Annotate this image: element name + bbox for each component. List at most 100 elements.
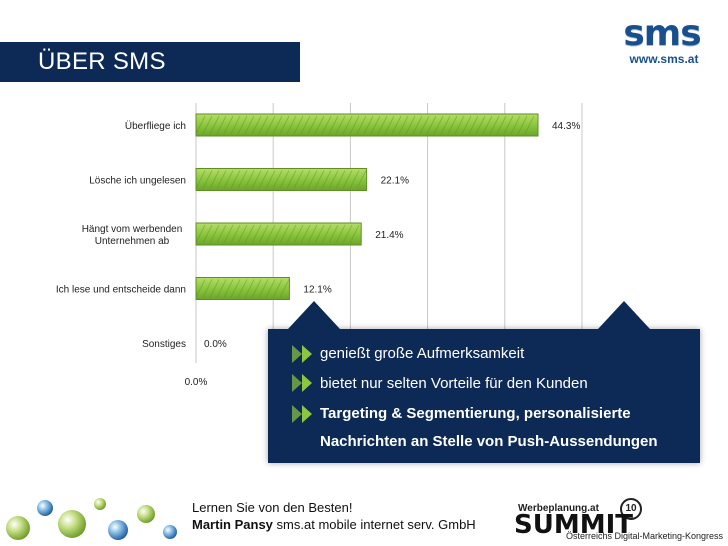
category-label: Hängt vom werbenden Unternehmen ab bbox=[82, 224, 183, 247]
bar-texture bbox=[286, 170, 297, 189]
bar-texture bbox=[202, 115, 213, 135]
bar-texture bbox=[314, 170, 325, 189]
double-arrow-icon bbox=[292, 405, 312, 423]
bar-texture bbox=[307, 224, 318, 244]
bar-texture bbox=[244, 224, 255, 244]
bar-texture bbox=[328, 170, 339, 189]
bar-texture bbox=[265, 170, 276, 189]
bar-texture bbox=[216, 170, 227, 189]
bar-texture bbox=[335, 224, 346, 244]
bar-texture bbox=[496, 115, 507, 135]
bar-texture bbox=[279, 224, 290, 244]
bar-texture bbox=[223, 115, 234, 135]
bar-texture bbox=[286, 115, 297, 135]
bar-texture bbox=[328, 224, 339, 244]
bar-texture bbox=[202, 170, 213, 189]
bar-texture bbox=[293, 170, 304, 189]
bar-texture bbox=[209, 115, 220, 135]
bar bbox=[195, 222, 362, 246]
bar-texture bbox=[209, 170, 220, 189]
bar-texture bbox=[237, 170, 248, 189]
bar-texture bbox=[405, 115, 416, 135]
bar-texture bbox=[258, 115, 269, 135]
bar-texture bbox=[223, 224, 234, 244]
bar-texture bbox=[412, 115, 423, 135]
data-label: 12.1% bbox=[303, 285, 331, 296]
summit-badge: 10 bbox=[620, 498, 642, 520]
bar-texture bbox=[202, 279, 213, 298]
bar-texture bbox=[244, 170, 255, 189]
bar-texture bbox=[454, 115, 465, 135]
speaker-name: Martin Pansy bbox=[192, 517, 273, 532]
bar-texture bbox=[237, 224, 248, 244]
summit-logo-top: Werbeplanung.at bbox=[518, 503, 599, 514]
bar-texture bbox=[342, 115, 353, 135]
bar-texture bbox=[195, 170, 206, 189]
bar-texture bbox=[279, 170, 290, 189]
bar-texture bbox=[286, 224, 297, 244]
bar-texture bbox=[258, 170, 269, 189]
bar-texture bbox=[391, 115, 402, 135]
bar-texture bbox=[370, 115, 381, 135]
double-arrow-icon bbox=[292, 374, 312, 392]
key-point-4: Nachrichten an Stelle von Push-Aussendun… bbox=[320, 433, 658, 450]
bar-texture bbox=[398, 115, 409, 135]
bar-texture bbox=[272, 170, 283, 189]
bar-texture bbox=[216, 224, 227, 244]
key-point-2: bietet nur selten Vorteile für den Kunde… bbox=[320, 375, 588, 392]
box-notch bbox=[598, 301, 650, 329]
bar-texture bbox=[342, 224, 353, 244]
bar-texture bbox=[314, 224, 325, 244]
bar-texture bbox=[279, 115, 290, 135]
bar-texture bbox=[230, 224, 241, 244]
bar-texture bbox=[209, 279, 220, 298]
bar-texture bbox=[349, 115, 360, 135]
bar-texture bbox=[202, 224, 213, 244]
bar-texture bbox=[349, 170, 360, 189]
bar-texture bbox=[265, 279, 276, 298]
bar-texture bbox=[251, 115, 262, 135]
bar-texture bbox=[237, 115, 248, 135]
bar-texture bbox=[195, 224, 206, 244]
bar-texture bbox=[195, 115, 206, 135]
summit-logo-subtitle: Österreichs Digital-Marketing-Kongress bbox=[566, 531, 724, 541]
bar-texture bbox=[272, 224, 283, 244]
bar-texture bbox=[230, 170, 241, 189]
bar-texture bbox=[461, 115, 472, 135]
bar-texture bbox=[384, 115, 395, 135]
bar-texture bbox=[510, 115, 521, 135]
bar-texture bbox=[363, 115, 374, 135]
footer-tagline: Lernen Sie von den Besten! bbox=[192, 500, 353, 515]
x-tick-label: 0.0% bbox=[185, 377, 208, 388]
bar-texture bbox=[468, 115, 479, 135]
bar-texture bbox=[244, 279, 255, 298]
category-label: Sonstiges bbox=[142, 339, 186, 350]
bar-texture bbox=[524, 115, 535, 135]
bar-texture bbox=[300, 224, 311, 244]
bar-texture bbox=[475, 115, 486, 135]
summit-logo-word: SUMMIT bbox=[514, 510, 633, 540]
category-label: Lösche ich ungelesen bbox=[89, 176, 186, 187]
bar-texture bbox=[321, 170, 332, 189]
bar-texture bbox=[251, 224, 262, 244]
bar-texture bbox=[517, 115, 528, 135]
marbles-graphic bbox=[6, 498, 177, 540]
chart-bars bbox=[195, 113, 539, 300]
bar-texture bbox=[223, 279, 234, 298]
bar-texture bbox=[216, 115, 227, 135]
bar-texture bbox=[223, 170, 234, 189]
bar-texture bbox=[237, 279, 248, 298]
key-points-box: genießt große Aufmerksamkeit bietet nur … bbox=[268, 301, 700, 463]
logo-url: www.sms.at bbox=[629, 52, 699, 66]
bar bbox=[195, 277, 290, 300]
data-label: 0.0% bbox=[204, 339, 227, 350]
bar-texture bbox=[482, 115, 493, 135]
bar-texture bbox=[335, 115, 346, 135]
bar-texture bbox=[335, 170, 346, 189]
bar-texture bbox=[258, 279, 269, 298]
bar-texture bbox=[195, 279, 206, 298]
bar-texture bbox=[293, 115, 304, 135]
bar-texture bbox=[251, 170, 262, 189]
footer-speaker: Martin Pansy sms.at mobile internet serv… bbox=[192, 517, 476, 532]
bar-texture bbox=[265, 224, 276, 244]
